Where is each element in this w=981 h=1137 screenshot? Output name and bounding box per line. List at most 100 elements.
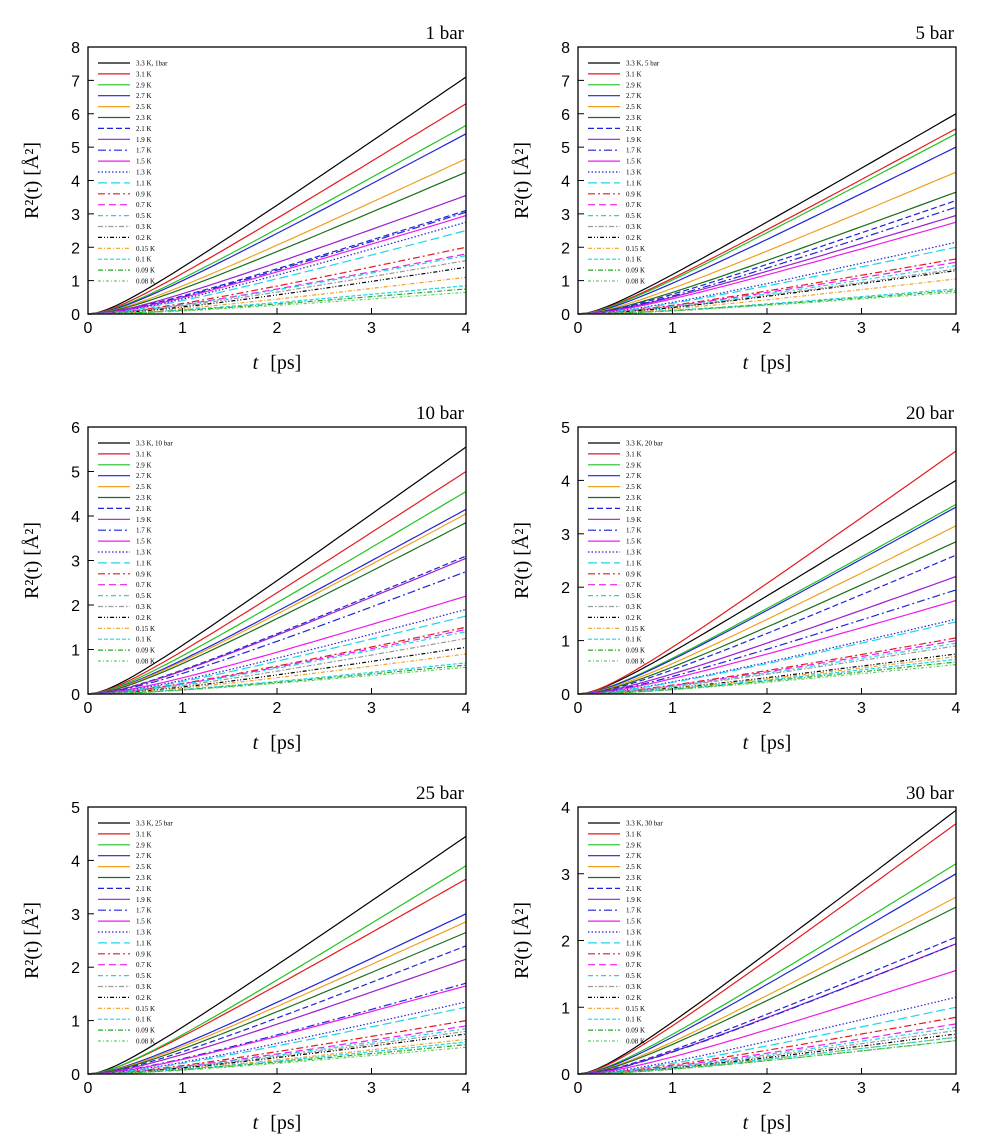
y-tick-label: 6: [71, 107, 80, 124]
series-line: [577, 270, 957, 315]
legend-label: 1.3 K: [136, 929, 152, 937]
x-axis-variable: t: [743, 732, 749, 754]
y-tick-label: 3: [561, 207, 570, 224]
series-line: [87, 214, 467, 315]
x-axis-unit: [ps]: [760, 1112, 791, 1134]
legend-label: 0.3 K: [626, 603, 642, 611]
legend-label: 1.9 K: [626, 516, 642, 524]
legend-label: 0.09 K: [626, 1027, 645, 1035]
legend-label: 0.1 K: [136, 1016, 152, 1024]
legend-label: 0.15 K: [136, 245, 155, 253]
y-tick-label: 4: [561, 174, 570, 191]
legend-label: 1.9 K: [136, 136, 152, 144]
legend-label: 1.5 K: [626, 918, 642, 926]
legend-label: 1.5 K: [136, 158, 152, 166]
legend-label: 0.9 K: [136, 570, 152, 578]
series-line: [577, 996, 957, 1075]
x-tick-label: 4: [462, 1080, 471, 1097]
series-line: [87, 913, 467, 1075]
legend-label: 3.3 K, 5 bar: [626, 60, 660, 68]
series-line: [87, 1020, 467, 1075]
chart-title: 30 bar: [906, 783, 955, 804]
legend-label: 0.08 K: [626, 658, 645, 666]
x-tick-label: 0: [84, 320, 93, 337]
y-tick-label: 0: [561, 687, 570, 704]
series-line: [87, 255, 467, 315]
series-line: [87, 508, 467, 695]
legend-label: 1.7 K: [626, 147, 642, 155]
legend-label: 0.08 K: [626, 278, 645, 286]
series-line: [577, 261, 957, 315]
legend-label: 2.5 K: [136, 863, 152, 871]
series-line: [577, 128, 957, 315]
legend-label: 2.5 K: [626, 483, 642, 491]
x-tick-label: 3: [367, 700, 376, 717]
series-line: [577, 171, 957, 315]
legend-label: 2.9 K: [626, 841, 642, 849]
y-tick-label: 4: [71, 174, 80, 191]
series-line: [87, 1044, 467, 1075]
legend-label: 0.9 K: [626, 950, 642, 958]
legend-label: 1.7 K: [136, 907, 152, 915]
legend-label: 3.3 K, 1bar: [136, 60, 168, 68]
legend-label: 0.09 K: [136, 267, 155, 275]
series-line: [577, 1026, 957, 1075]
y-tick-label: 6: [561, 107, 570, 124]
series-line: [87, 945, 467, 1075]
series-line: [87, 76, 467, 315]
x-axis-variable: t: [253, 1112, 259, 1134]
legend-label: 1.9 K: [626, 896, 642, 904]
series-line: [577, 589, 957, 695]
legend-label: 1.3 K: [626, 549, 642, 557]
legend-label: 2.1 K: [136, 885, 152, 893]
legend-label: 2.7 K: [136, 852, 152, 860]
series-line: [577, 258, 957, 315]
legend-label: 1.1 K: [136, 559, 152, 567]
x-tick-label: 0: [84, 700, 93, 717]
series-line: [577, 113, 957, 315]
series-line: [577, 637, 957, 695]
series-line: [577, 1023, 957, 1075]
x-tick-label: 4: [952, 320, 961, 337]
series-line: [577, 640, 957, 695]
legend-label: 2.3 K: [626, 114, 642, 122]
legend-label: 3.1 K: [626, 830, 642, 838]
series-line: [87, 253, 467, 315]
legend-label: 3.1 K: [136, 70, 152, 78]
legend-label: 2.1 K: [136, 505, 152, 513]
legend-label: 0.15 K: [626, 625, 645, 633]
series-line: [87, 865, 467, 1075]
series-line: [87, 571, 467, 695]
x-axis-variable: t: [743, 1112, 749, 1134]
legend-label: 1.7 K: [626, 527, 642, 535]
legend: 3.3 K, 30 bar 3.1 K 2.9 K 2.7 K 2.5 K 2.3 K 2.…: [588, 820, 663, 1046]
legend-label: 0.3 K: [136, 603, 152, 611]
series-line: [87, 288, 467, 315]
legend-label: 2.5 K: [626, 863, 642, 871]
series-line: [577, 146, 957, 315]
legend-label: 0.09 K: [136, 1027, 155, 1035]
legend-label: 0.3 K: [136, 223, 152, 231]
x-tick-label: 3: [857, 1080, 866, 1097]
legend: 3.3 K, 10 bar 3.1 K 2.9 K 2.7 K 2.5 K 2.3 K 2.…: [98, 440, 173, 666]
legend-label: 2.3 K: [136, 494, 152, 502]
legend-label: 2.7 K: [626, 472, 642, 480]
legend-label: 2.5 K: [136, 103, 152, 111]
series-line: [577, 199, 957, 315]
series-line: [87, 631, 467, 695]
x-tick-label: 3: [857, 700, 866, 717]
x-tick-label: 4: [462, 700, 471, 717]
legend-label: 1.1 K: [136, 939, 152, 947]
legend-label: 3.3 K, 30 bar: [626, 820, 663, 828]
chart-panel: 0 1 2 3 4 0 1 2 3 4 30 bar t [ps] R²(t) [Å²] 3.3 K, 30…: [511, 783, 961, 1134]
legend-label: 0.3 K: [626, 983, 642, 991]
y-tick-label: 5: [561, 140, 570, 157]
y-tick-label: 4: [71, 509, 80, 526]
legend-label: 0.7 K: [136, 201, 152, 209]
series-line: [87, 194, 467, 315]
series-line: [577, 265, 957, 315]
y-axis-label: R²(t) [Å²]: [511, 142, 533, 219]
legend-label: 1.9 K: [626, 136, 642, 144]
y-tick-label: 5: [71, 140, 80, 157]
series-line: [87, 985, 467, 1075]
